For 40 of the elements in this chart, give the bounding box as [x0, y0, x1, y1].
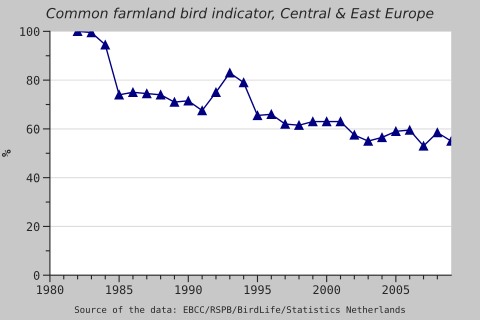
y-tick-label: 20 [26, 222, 40, 232]
point [225, 68, 234, 78]
point [391, 126, 401, 136]
point [114, 90, 124, 100]
point [432, 128, 442, 138]
point [377, 132, 387, 142]
point [184, 96, 193, 106]
point [128, 88, 138, 98]
point [308, 116, 318, 126]
point [322, 116, 332, 126]
y-tick-label: 0 [34, 270, 40, 280]
point [336, 116, 346, 126]
point [156, 90, 166, 100]
y-tick-label: 100 [20, 27, 40, 36]
y-tick-label: 60 [26, 124, 40, 134]
point [294, 120, 304, 130]
point [350, 130, 360, 140]
x-tick-label: 2000 [313, 285, 340, 294]
point [418, 141, 428, 151]
point [197, 106, 207, 116]
x-tick-label: 1995 [244, 285, 271, 294]
point [363, 136, 373, 146]
y-axis-title: % [2, 150, 11, 157]
point [211, 88, 221, 98]
point [280, 119, 290, 129]
point [100, 40, 110, 50]
point [405, 125, 414, 135]
y-tick-label: 40 [26, 173, 40, 182]
x-tick-label: 1990 [175, 285, 202, 294]
y-tick-label: 80 [26, 76, 40, 85]
source-note: Source of the data: EBCC/RSPB/BirdLife/Statistics Netherlands [74, 306, 405, 314]
point [142, 88, 152, 98]
point [170, 97, 180, 107]
point [252, 110, 262, 120]
point [266, 110, 276, 119]
point [238, 78, 248, 88]
x-tick-label: 2005 [382, 285, 410, 294]
x-tick-label: 1985 [106, 285, 132, 294]
x-tick-label: 1980 [37, 285, 64, 294]
chart-title: Common farmland bird indicator, Central & East Europe [46, 8, 434, 22]
